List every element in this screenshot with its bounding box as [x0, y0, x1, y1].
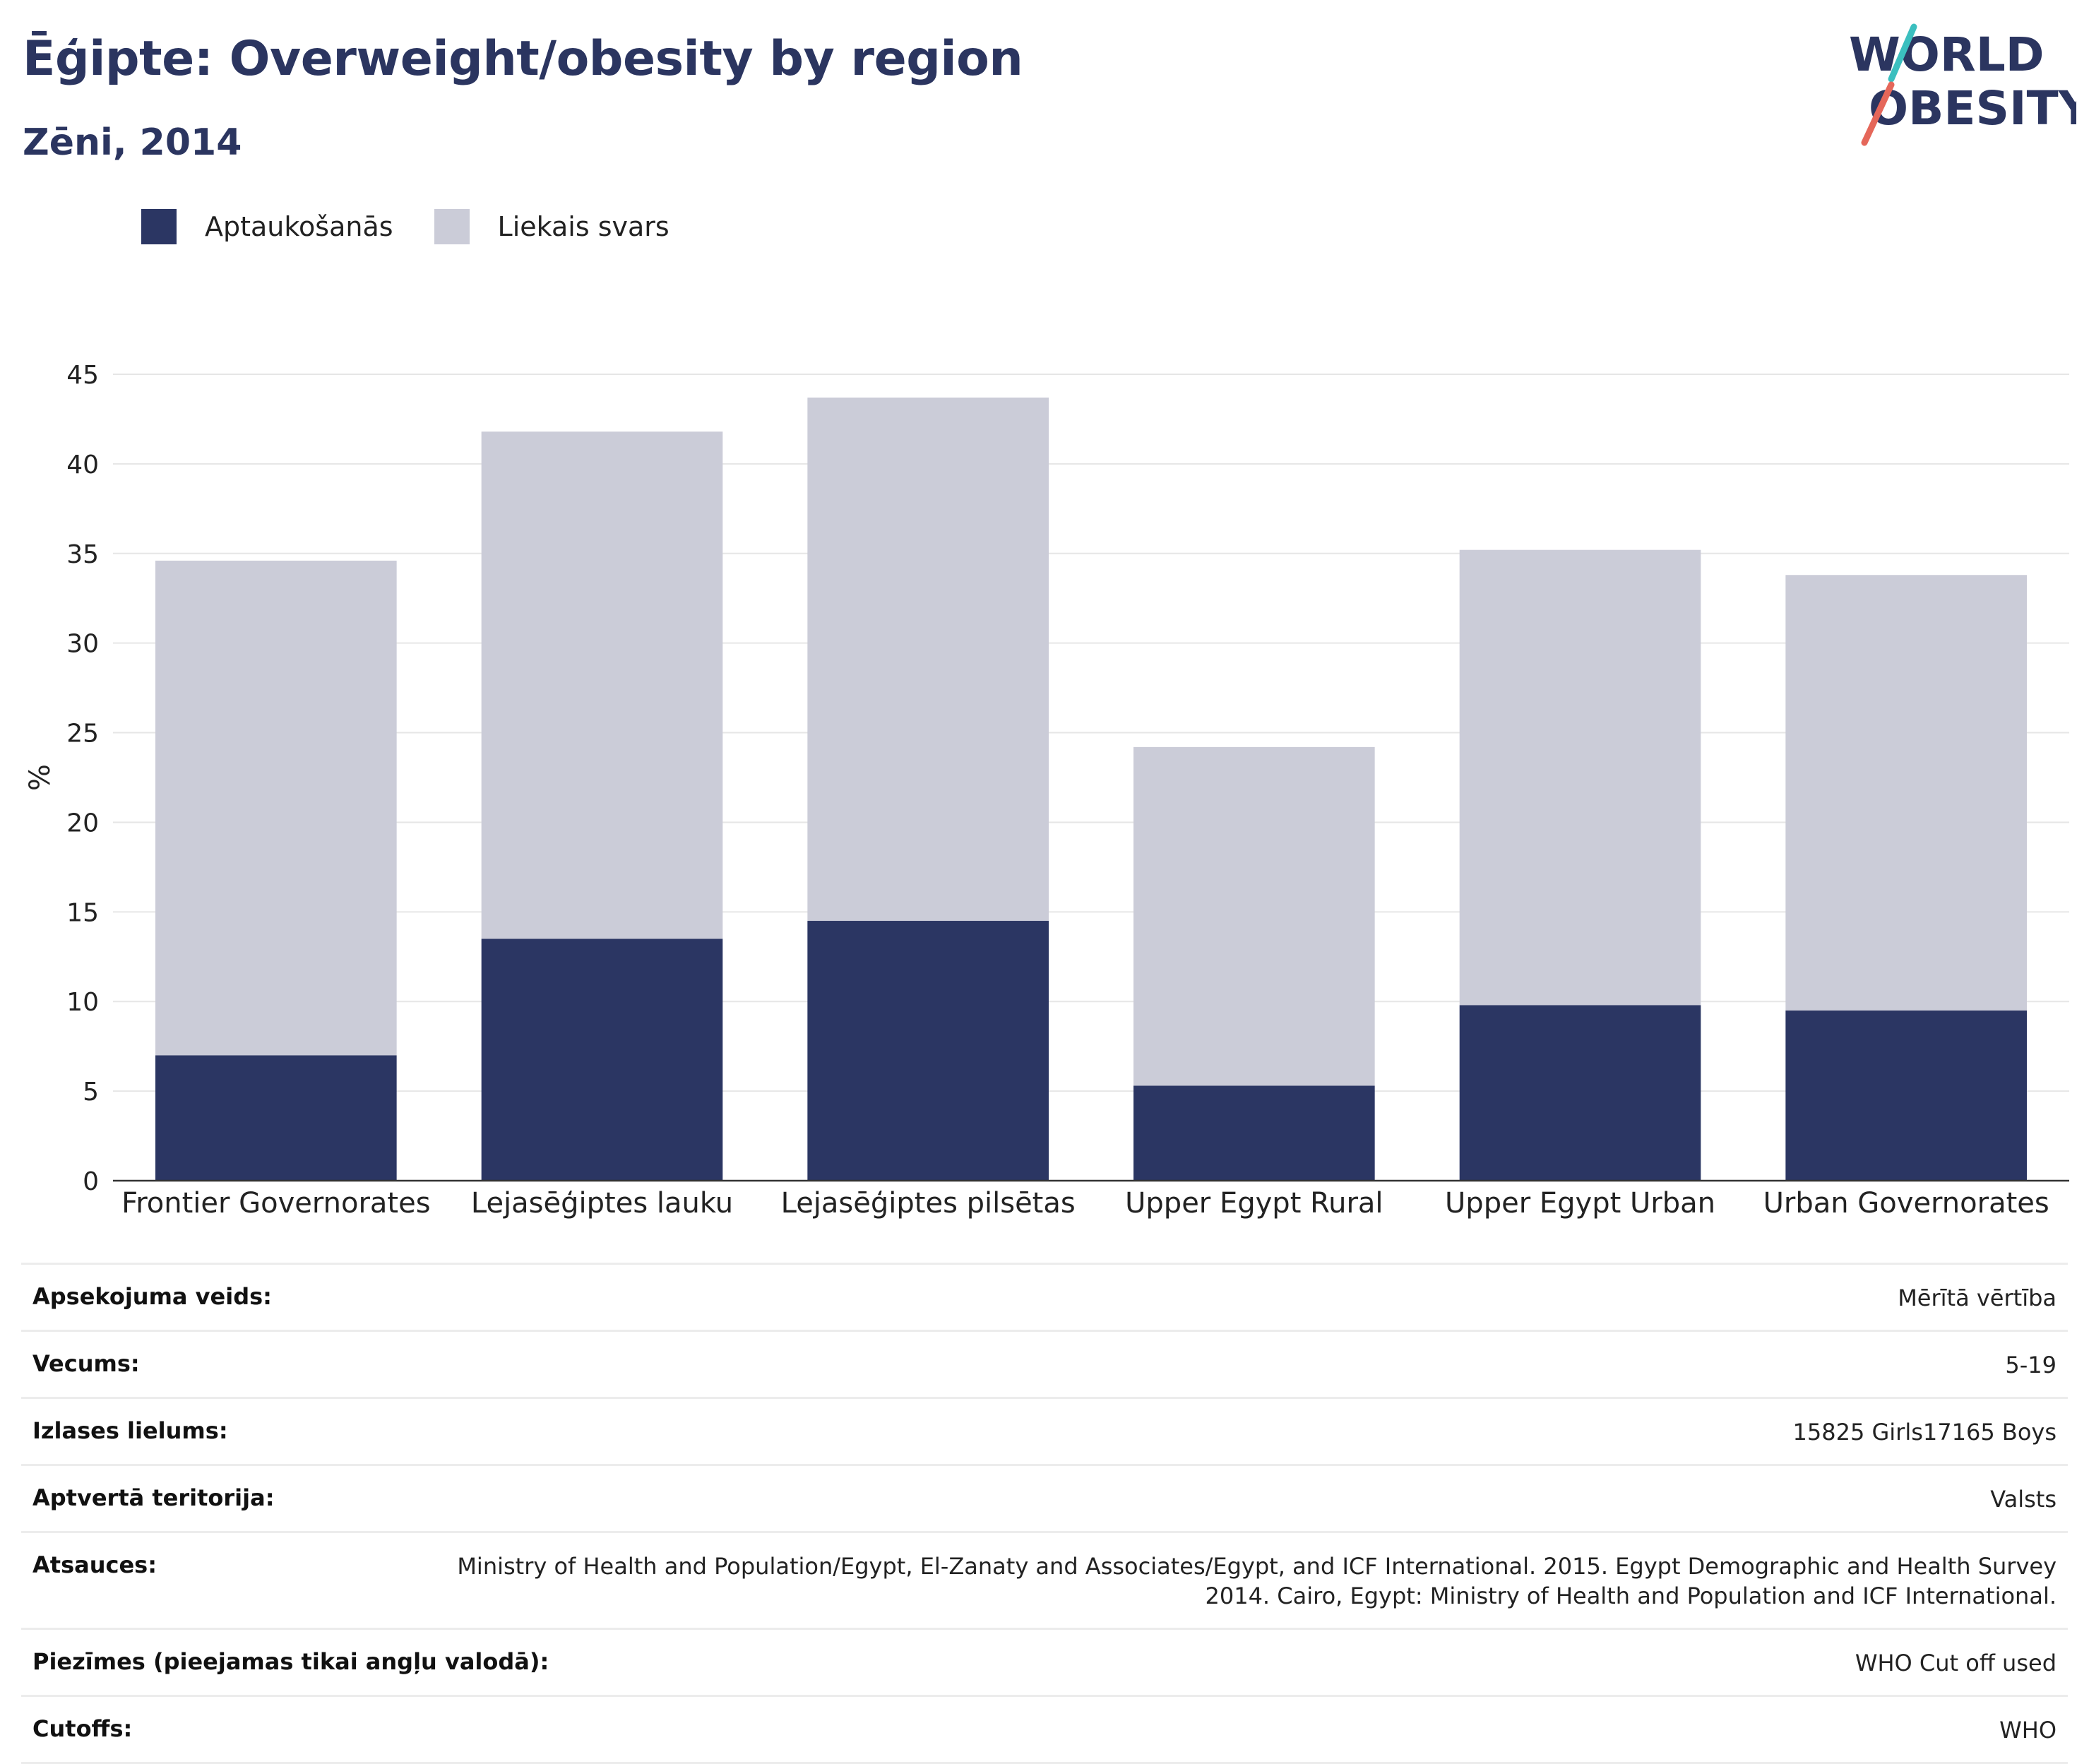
bar-overweight-2[interactable] [481, 431, 723, 939]
metadata-key: Apsekojuma veids: [32, 1283, 272, 1310]
metadata-row: Atsauces: Ministry of Health and Populati… [21, 1533, 2068, 1630]
y-tick-label: 40 [66, 451, 99, 479]
bar-obesity-2[interactable] [481, 938, 723, 1181]
metadata-key: Aptvertā teritorija: [32, 1484, 275, 1511]
logo-line2: OBESITY [1869, 81, 2076, 136]
metadata-value: Valsts [1990, 1486, 2057, 1513]
metadata-key: Atsauces: [32, 1551, 157, 1578]
x-category-label: Upper Egypt Rural [1125, 1187, 1383, 1220]
legend-swatch-obesity [141, 209, 177, 244]
x-category-label: Lejasēģiptes lauku [471, 1187, 733, 1220]
logo-slash-red [1861, 81, 1895, 146]
bar-overweight-1[interactable] [155, 560, 397, 1056]
legend-swatch-overweight [434, 209, 470, 244]
bar-overweight-3[interactable] [807, 397, 1049, 922]
legend-label-obesity: Aptaukošanās [205, 211, 393, 242]
x-category-label: Frontier Governorates [121, 1187, 430, 1220]
metadata-value: 15825 Girls17165 Boys [1792, 1419, 2057, 1446]
metadata-value: WHO Cut off used [1855, 1650, 2057, 1676]
bar-obesity-4[interactable] [1133, 1085, 1375, 1181]
metadata-value: WHO [1999, 1717, 2057, 1744]
bar-overweight-5[interactable] [1459, 549, 1701, 1006]
logo-slash-teal [1888, 23, 1917, 83]
y-tick-label: 45 [66, 361, 99, 390]
chart-title: Ēģipte: Overweight/obesity by region [23, 31, 1023, 87]
y-tick-label: 35 [66, 540, 99, 569]
y-tick-label: 15 [66, 898, 99, 927]
metadata-value: Mērītā vērtība [1898, 1285, 2057, 1311]
metadata-key: Cutoffs: [32, 1715, 133, 1742]
bar-obesity-6[interactable] [1785, 1010, 2027, 1181]
metadata-key: Vecums: [32, 1350, 140, 1377]
metadata-row: Cutoffs: WHO [21, 1697, 2068, 1764]
metadata-key: Izlases lielums: [32, 1417, 228, 1444]
metadata-value: Ministry of Health and Population/Egypt,… [457, 1553, 2057, 1609]
bar-overweight-6[interactable] [1785, 575, 2027, 1011]
y-tick-label: 30 [66, 630, 99, 659]
metadata-row: Vecums: 5-19 [21, 1332, 2068, 1399]
world-obesity-logo: WORLD OBESITY [1849, 23, 2076, 146]
x-category-label: Upper Egypt Urban [1445, 1187, 1715, 1220]
metadata-row: Aptvertā teritorija: Valsts [21, 1466, 2068, 1533]
x-category-label: Urban Governorates [1763, 1187, 2049, 1220]
y-tick-label: 10 [66, 988, 99, 1017]
stacked-bar-chart: 0 5 10 15 20 25 30 35 40 45% Frontier Governorates… [24, 361, 2069, 1220]
metadata-key: Piezīmes (pieejamas tikai angļu valodā): [32, 1648, 549, 1675]
chart-subtitle: Zēni, 2014 [23, 121, 242, 164]
legend-label-overweight: Liekais svars [497, 211, 669, 242]
logo-line1: WORLD [1849, 28, 2045, 82]
legend-item-obesity[interactable]: Aptaukošanās [141, 209, 393, 244]
bar-obesity-5[interactable] [1459, 1005, 1701, 1181]
y-axis-title: % [24, 764, 56, 791]
bar-obesity-3[interactable] [807, 921, 1049, 1181]
metadata-value: 5-19 [2005, 1352, 2057, 1378]
chart-legend: Aptaukošanās Liekais svars [141, 209, 710, 244]
metadata-row: Piezīmes (pieejamas tikai angļu valodā):… [21, 1630, 2068, 1697]
y-tick-label: 0 [83, 1167, 99, 1196]
y-tick-label: 25 [66, 720, 99, 749]
metadata-row: Izlases lielums: 15825 Girls17165 Boys [21, 1399, 2068, 1466]
x-category-label: Lejasēģiptes pilsētas [781, 1187, 1076, 1220]
bar-obesity-1[interactable] [155, 1055, 397, 1181]
bar-overweight-4[interactable] [1133, 746, 1375, 1086]
y-tick-label: 20 [66, 809, 99, 838]
y-tick-label: 5 [83, 1078, 99, 1107]
legend-item-overweight[interactable]: Liekais svars [434, 209, 669, 244]
metadata-table: Apsekojuma veids: Mērītā vērtība Vecums: 5-… [21, 1263, 2068, 1764]
metadata-row: Apsekojuma veids: Mērītā vērtība [21, 1265, 2068, 1332]
